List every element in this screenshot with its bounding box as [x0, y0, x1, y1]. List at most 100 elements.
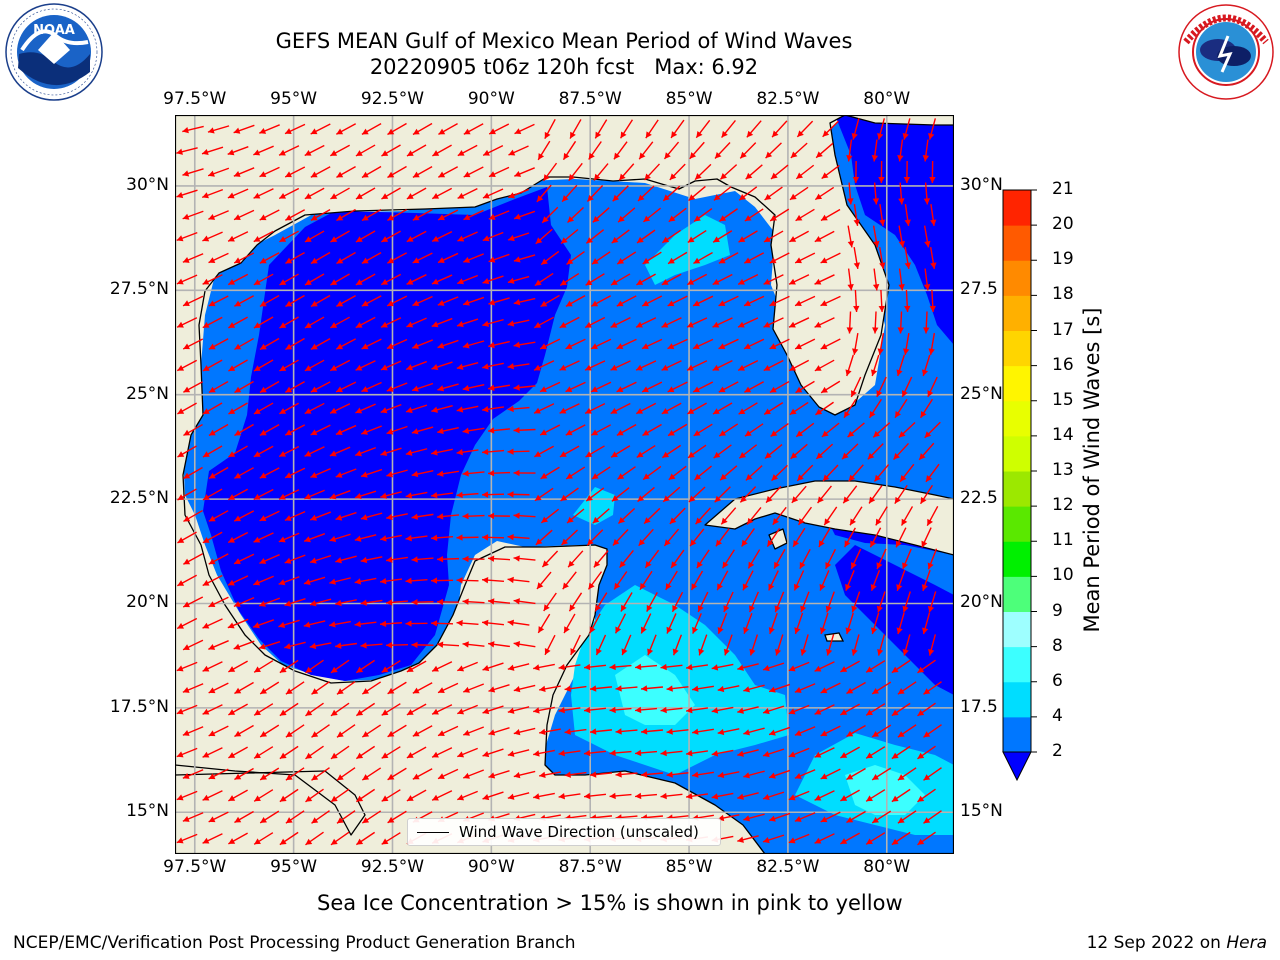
wind-wave-arrow — [585, 229, 605, 244]
wind-wave-arrow — [845, 570, 855, 591]
wind-wave-arrow — [687, 402, 707, 415]
wind-wave-arrow — [584, 316, 606, 329]
wind-wave-arrow — [713, 186, 732, 201]
wind-wave-arrow — [537, 613, 551, 634]
wind-wave-arrow — [820, 208, 841, 222]
wind-wave-arrow — [285, 767, 305, 781]
wind-wave-arrow — [840, 703, 860, 716]
wind-wave-arrow — [361, 165, 382, 179]
wind-wave-arrow — [507, 448, 530, 455]
wind-wave-arrow — [891, 702, 911, 717]
wind-wave-arrow — [641, 338, 663, 350]
wind-wave-arrow — [513, 469, 536, 477]
wind-wave-arrow — [330, 273, 350, 286]
wind-wave-arrow — [336, 295, 356, 307]
wind-wave-arrow — [462, 427, 485, 434]
wind-wave-arrow — [380, 491, 402, 499]
wind-wave-arrow — [764, 186, 783, 201]
wind-wave-arrow — [865, 746, 886, 759]
wind-wave-arrow — [641, 381, 663, 393]
wind-wave-arrow — [844, 527, 856, 548]
wind-wave-arrow — [714, 486, 731, 503]
wind-wave-arrow — [330, 187, 350, 200]
wind-wave-arrow — [562, 571, 577, 590]
wind-wave-arrow — [714, 141, 731, 160]
wind-wave-arrow — [715, 528, 730, 547]
colorbar-segment — [1003, 260, 1031, 296]
generation-machine: Hera — [1226, 933, 1267, 953]
wind-wave-arrow — [799, 548, 811, 570]
wind-wave-arrow — [183, 509, 203, 523]
wind-wave-arrow — [259, 424, 280, 436]
wind-wave-arrow — [638, 528, 654, 547]
wind-wave-arrow — [437, 209, 459, 221]
wind-wave-arrow — [456, 534, 479, 541]
wind-wave-arrow — [253, 488, 274, 501]
wind-wave-arrow — [406, 703, 427, 716]
wind-wave-arrow — [668, 465, 687, 481]
wind-wave-arrow — [820, 252, 841, 264]
wind-wave-arrow — [898, 182, 905, 205]
colorbar-tick-label: 13 — [1052, 460, 1074, 480]
wind-wave-arrow — [687, 229, 707, 244]
wind-wave-arrow — [743, 612, 753, 635]
wind-wave-arrow — [617, 207, 636, 223]
wind-wave-arrow — [764, 443, 783, 460]
wind-wave-arrow — [746, 507, 762, 525]
wind-wave-arrow — [928, 118, 937, 140]
wind-wave-arrow — [872, 268, 880, 291]
wind-wave-arrow — [820, 338, 841, 350]
wind-wave-arrow — [310, 208, 331, 222]
wind-wave-arrow — [661, 317, 682, 328]
wind-wave-arrow — [329, 403, 351, 414]
wind-wave-arrow — [534, 272, 554, 287]
map-title: GEFS MEAN Gulf of Mexico Mean Period of … — [275, 29, 853, 53]
wind-wave-arrow — [646, 592, 658, 612]
high-period-patches — [571, 215, 954, 835]
wind-wave-arrow — [360, 642, 383, 649]
wind-wave-arrow — [202, 618, 223, 629]
wind-wave-arrow — [202, 704, 223, 715]
wind-wave-arrow — [877, 333, 885, 355]
wind-wave-arrow — [432, 144, 452, 157]
wind-wave-arrow — [558, 707, 581, 714]
wind-wave-arrow — [898, 268, 905, 291]
wind-wave-arrow — [819, 612, 829, 635]
wind-wave-arrow — [717, 685, 740, 693]
wind-wave-arrow — [481, 576, 505, 584]
wind-wave-arrow — [620, 592, 633, 612]
wind-wave-arrow — [686, 664, 708, 671]
wind-wave-arrow — [310, 381, 331, 393]
wind-wave-arrow — [253, 789, 274, 802]
wind-wave-arrow — [259, 337, 280, 351]
longitude-label: 95°W — [270, 857, 318, 877]
wind-wave-arrow — [355, 273, 376, 286]
wind-wave-arrow — [304, 489, 325, 500]
wind-wave-arrow — [335, 123, 357, 135]
generation-date: 12 Sep 2022 on Hera — [1087, 933, 1267, 953]
colorbar-tick-label: 12 — [1052, 495, 1074, 516]
wind-wave-arrow — [904, 204, 911, 226]
wind-wave-arrow — [488, 297, 510, 306]
wind-wave-arrow — [891, 788, 911, 803]
wind-wave-arrow — [539, 424, 561, 436]
colorbar-segment — [1003, 435, 1031, 472]
wind-wave-arrow — [872, 182, 880, 205]
wind-wave-arrow — [583, 663, 607, 671]
wind-wave-arrow — [177, 402, 197, 415]
wind-wave-arrow — [904, 289, 911, 313]
wind-wave-arrow — [381, 746, 401, 759]
latitude-label: 30°N — [960, 174, 1003, 195]
wind-wave-arrow — [923, 767, 942, 781]
wind-wave-arrow — [737, 835, 759, 843]
wind-wave-arrow — [820, 295, 841, 307]
wind-wave-arrow — [208, 768, 229, 780]
wind-wave-arrow — [642, 251, 662, 265]
wind-wave-arrow — [462, 683, 485, 693]
wind-wave-arrow — [686, 317, 708, 328]
wind-wave-arrow — [253, 660, 274, 673]
wind-wave-arrow — [380, 360, 402, 371]
longitude-label: 87.5°W — [558, 857, 622, 877]
wind-wave-arrow — [744, 423, 764, 437]
wind-wave-arrow — [871, 612, 880, 635]
